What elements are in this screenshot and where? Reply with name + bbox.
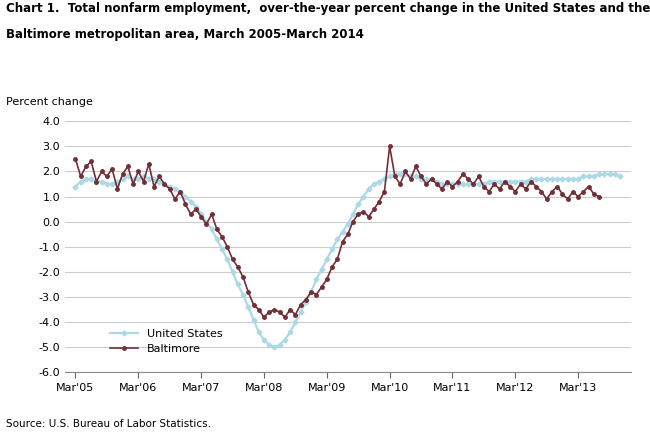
Baltimore <box>385 144 393 149</box>
United States <box>270 345 278 350</box>
United States <box>72 184 79 189</box>
United States <box>480 181 488 187</box>
Line: Baltimore: Baltimore <box>73 145 601 319</box>
Baltimore <box>260 314 268 320</box>
United States <box>313 277 320 282</box>
Baltimore <box>203 222 211 227</box>
Baltimore <box>396 181 404 187</box>
United States <box>77 179 85 184</box>
Baltimore <box>448 184 456 189</box>
Baltimore <box>72 156 79 162</box>
Baltimore <box>595 194 603 199</box>
Text: Percent change: Percent change <box>6 97 94 107</box>
United States <box>474 181 482 187</box>
Text: Baltimore metropolitan area, March 2005-March 2014: Baltimore metropolitan area, March 2005-… <box>6 28 365 41</box>
Legend: United States, Baltimore: United States, Baltimore <box>110 329 222 354</box>
Baltimore <box>318 284 326 290</box>
Baltimore <box>474 174 482 179</box>
United States <box>286 330 294 335</box>
United States <box>616 174 624 179</box>
United States <box>391 171 399 177</box>
Baltimore <box>108 166 116 171</box>
Text: Chart 1.  Total nonfarm employment,  over-the-year percent change in the United : Chart 1. Total nonfarm employment, over-… <box>6 2 650 15</box>
Line: United States: United States <box>73 172 622 349</box>
United States <box>145 176 153 181</box>
Text: Source: U.S. Bureau of Labor Statistics.: Source: U.S. Bureau of Labor Statistics. <box>6 419 211 429</box>
